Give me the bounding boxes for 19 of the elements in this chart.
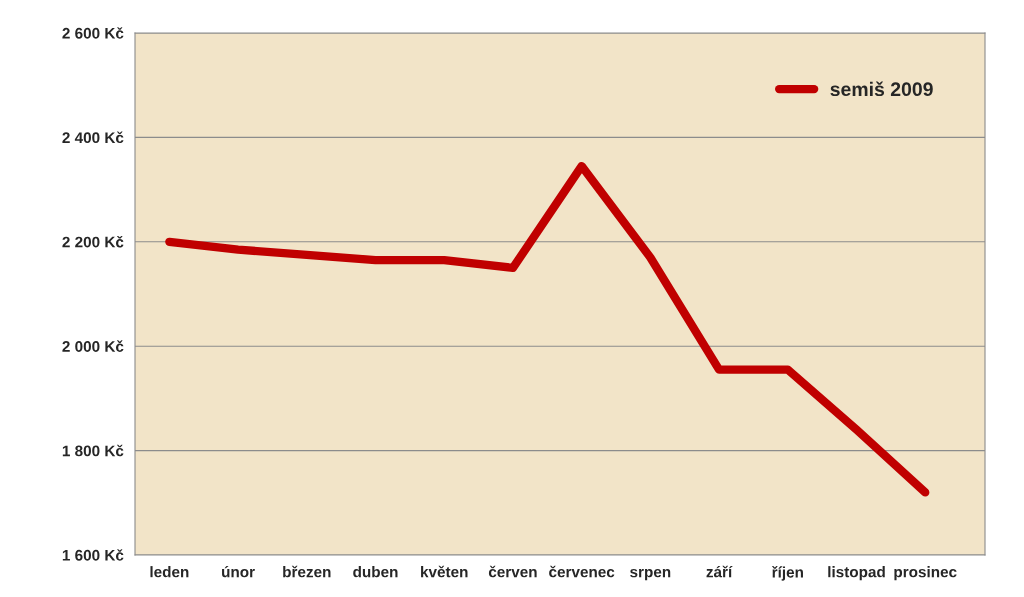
y-tick-label: 2 600 Kč bbox=[62, 27, 124, 39]
x-tick-label: říjen bbox=[772, 566, 803, 581]
x-tick-label: leden bbox=[150, 566, 189, 578]
x-tick-label: květen bbox=[421, 565, 468, 578]
x-tick-label: červenec bbox=[549, 565, 615, 578]
y-tick-label: 2 200 Kč bbox=[62, 235, 124, 248]
legend-label: semiš 2009 bbox=[830, 81, 933, 97]
x-tick-label: duben bbox=[353, 566, 398, 578]
x-tick-label: únor bbox=[222, 565, 255, 578]
y-tick-label: 2 400 Kč bbox=[62, 131, 124, 144]
x-tick-label: listopad bbox=[828, 566, 885, 581]
x-tick-label: září bbox=[706, 565, 733, 578]
x-tick-label: prosinec bbox=[894, 566, 957, 581]
y-tick-label: 2 000 Kč bbox=[62, 340, 124, 352]
x-tick-label: srpen bbox=[630, 568, 671, 581]
y-tick-label: 1 600 Kč bbox=[62, 549, 124, 561]
x-tick-label: březen bbox=[283, 565, 331, 578]
x-tick-label: červen bbox=[488, 565, 537, 578]
y-tick-label: 1 800 Kč bbox=[62, 444, 124, 457]
